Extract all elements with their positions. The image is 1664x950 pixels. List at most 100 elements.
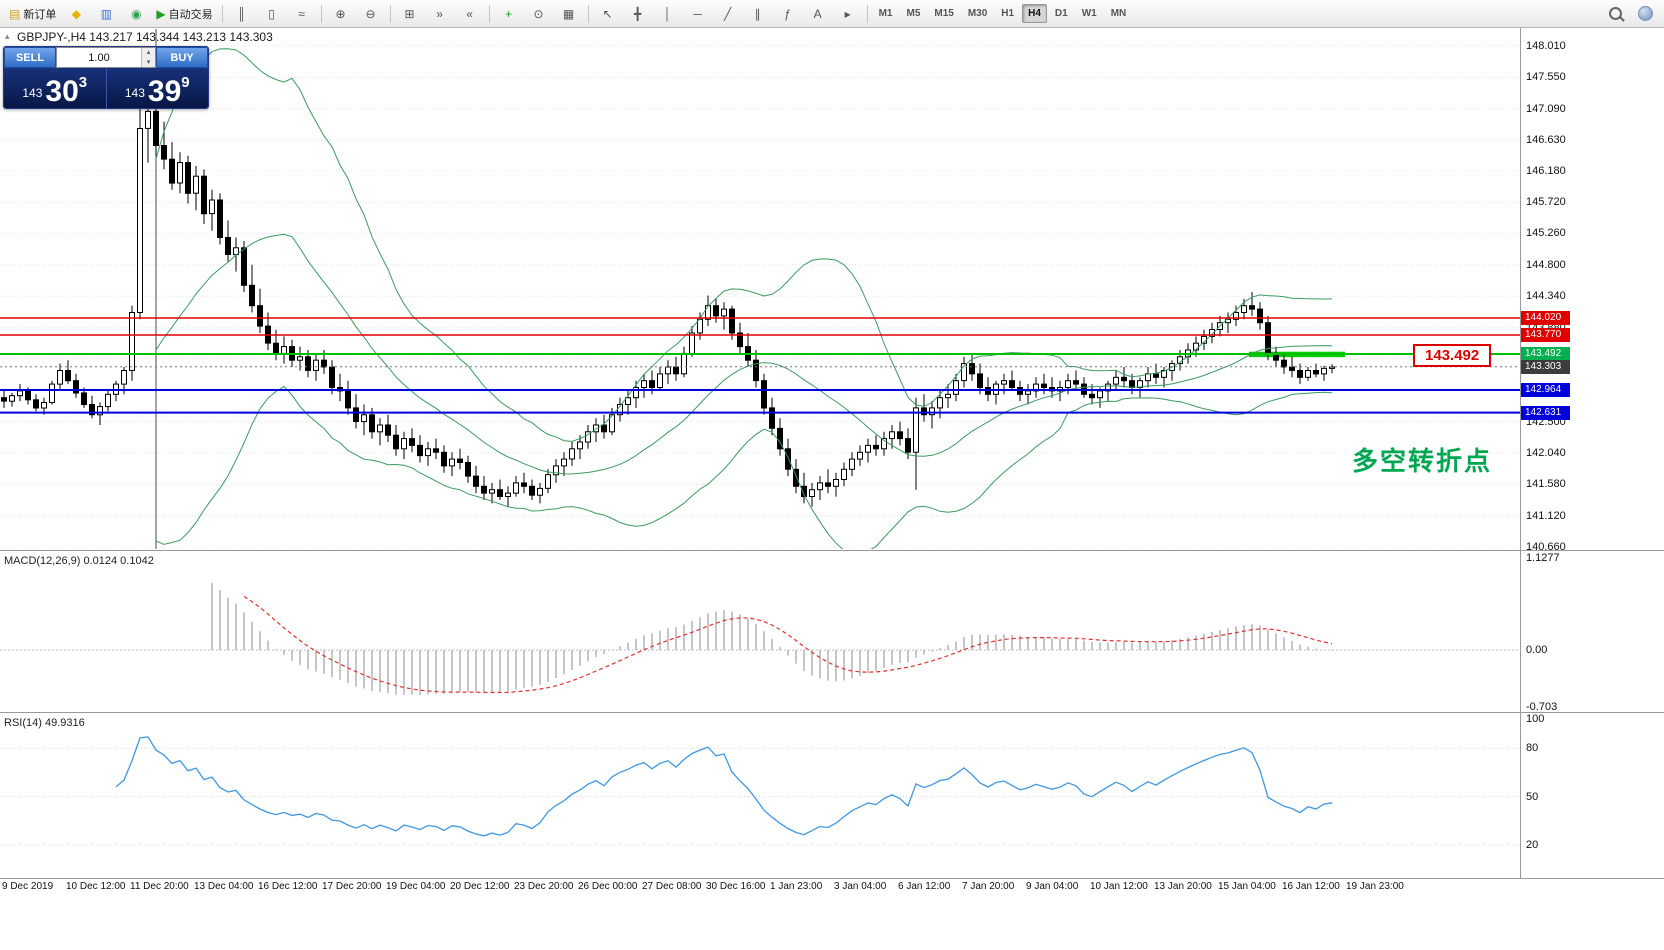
price-axis-label: 144.800 — [1526, 259, 1566, 271]
vertical-line-icon: │ — [663, 6, 672, 21]
macd-axis-label: -0.703 — [1526, 701, 1558, 713]
auto-scroll-icon: » — [436, 6, 443, 21]
cursor-button[interactable]: ↖ — [594, 2, 622, 26]
chart-shift-icon: « — [466, 6, 473, 21]
cursor-icon: ↖ — [602, 6, 613, 21]
macd-indicator-label: MACD(12,26,9) 0.0124 0.1042 — [4, 555, 154, 567]
timeframe-m1-button[interactable]: M1 — [878, 8, 893, 19]
new-order-label: 新订单 — [23, 8, 57, 21]
navigator-icon: ◉ — [131, 6, 142, 21]
line-chart-button[interactable]: ≈ — [288, 2, 316, 26]
community-button[interactable] — [1631, 2, 1659, 26]
sell-price[interactable]: 143 30 3 — [4, 68, 106, 108]
timeframe-h4-button[interactable]: H4 — [1022, 4, 1047, 23]
buy-price[interactable]: 143 39 9 — [107, 68, 209, 108]
candlestick-chart-icon: ▯ — [268, 6, 275, 21]
price-axis-label: 147.550 — [1526, 71, 1566, 83]
timeframe-w1-button[interactable]: W1 — [1081, 8, 1097, 19]
time-axis-label: 26 Dec 00:00 — [578, 881, 638, 892]
auto-scroll-button[interactable]: » — [426, 2, 454, 26]
volume-down-icon[interactable]: ▾ — [142, 57, 155, 67]
one-click-trading-panel: SELL 1.00 ▴ ▾ BUY 143 30 3 143 39 9 — [3, 46, 209, 109]
bar-chart-icon: ║ — [237, 6, 246, 21]
zoom-out-button[interactable]: ⊖ — [357, 2, 385, 26]
timeframe-m5-button[interactable]: M5 — [906, 8, 921, 19]
candlestick-chart-button[interactable]: ▯ — [258, 2, 286, 26]
horizontal-line-button[interactable]: ─ — [684, 2, 712, 26]
volume-input[interactable]: 1.00 — [88, 51, 110, 64]
templates-icon: ▦ — [562, 6, 575, 21]
time-axis-label: 7 Jan 20:00 — [962, 881, 1015, 892]
trendline-button[interactable]: ╱ — [714, 2, 742, 26]
timeframe-d1-button[interactable]: D1 — [1054, 8, 1068, 19]
text-label-button[interactable]: A — [804, 2, 832, 26]
symbol-ohlc-label: GBPJPY-,H4 143.217 143.344 143.213 143.3… — [17, 30, 273, 44]
equidistant-channel-button[interactable]: ∥ — [744, 2, 772, 26]
macd-axis-label: 0.00 — [1526, 644, 1548, 656]
crosshair-button[interactable]: ╋ — [624, 2, 652, 26]
timeframe-h1-button[interactable]: H1 — [1001, 8, 1015, 19]
tile-windows-button[interactable]: ⊞ — [396, 2, 424, 26]
zoom-in-icon: ⊕ — [335, 6, 346, 21]
price-axis-label: 147.090 — [1526, 103, 1566, 115]
new-order-button[interactable]: ▤ 新订单 — [5, 2, 60, 26]
navigator-button[interactable]: ◉ — [122, 2, 150, 26]
rsi-indicator-label: RSI(14) 49.9316 — [4, 717, 85, 729]
price-tag: 143.770 — [1521, 328, 1570, 342]
price-axis-label: 144.340 — [1526, 290, 1566, 302]
tile-windows-icon: ⊞ — [404, 6, 415, 21]
toolbar-separator — [587, 4, 589, 23]
vertical-line-button[interactable]: │ — [654, 2, 682, 26]
arrows-button[interactable]: ▸ — [834, 2, 862, 26]
time-axis-label: 30 Dec 16:00 — [706, 881, 766, 892]
autotrading-button[interactable]: ▶ 自动交易 — [152, 2, 216, 26]
periods-button[interactable]: ⊙ — [525, 2, 553, 26]
volume-spinner: ▴ ▾ — [141, 48, 155, 67]
timeframe-m30-button[interactable]: M30 — [967, 8, 988, 19]
search-icon — [1608, 7, 1622, 20]
volume-box: 1.00 ▴ ▾ — [56, 47, 156, 68]
templates-button[interactable]: ▦ — [555, 2, 583, 26]
time-axis-label: 23 Dec 20:00 — [514, 881, 574, 892]
rsi-axis-label: 80 — [1526, 742, 1539, 754]
arrows-icon: ▸ — [844, 6, 851, 21]
fibonacci-button[interactable]: ƒ — [774, 2, 802, 26]
price-axis-label: 146.180 — [1526, 165, 1566, 177]
market-watch-button[interactable]: ▥ — [92, 2, 120, 26]
price-tag: 142.631 — [1521, 406, 1570, 420]
timeframe-mn-button[interactable]: MN — [1110, 8, 1127, 19]
buy-price-big-figure: 143 — [124, 86, 145, 100]
turning-point-note: 多空转折点 — [1352, 446, 1493, 476]
price-axis-label: 145.260 — [1526, 227, 1566, 239]
community-icon — [1637, 6, 1653, 21]
buy-price-pips: 39 — [147, 74, 182, 108]
time-axis-label: 6 Jan 12:00 — [898, 881, 951, 892]
chart-shift-button[interactable]: « — [456, 2, 484, 26]
macd-axis-label: 1.1277 — [1526, 552, 1560, 564]
text-label-icon: A — [813, 6, 822, 21]
trade-panel-collapse-icon[interactable]: ▴ — [5, 31, 10, 41]
trade-panel-prices: 143 30 3 143 39 9 — [4, 68, 208, 108]
line-chart-icon: ≈ — [298, 6, 305, 21]
sell-button[interactable]: SELL — [4, 47, 56, 68]
new-order-icon: ▤ — [9, 6, 21, 21]
buy-button[interactable]: BUY — [156, 47, 208, 68]
crosshair-icon: ╋ — [633, 6, 642, 21]
bar-chart-button[interactable]: ║ — [228, 2, 256, 26]
time-axis-label: 17 Dec 20:00 — [322, 881, 382, 892]
time-axis-label: 3 Jan 04:00 — [834, 881, 887, 892]
time-axis-label: 27 Dec 08:00 — [642, 881, 702, 892]
charts-window-button[interactable]: ◆ — [62, 2, 90, 26]
price-axis-label: 146.630 — [1526, 134, 1566, 146]
search-button[interactable] — [1601, 2, 1629, 26]
zoom-in-button[interactable]: ⊕ — [327, 2, 355, 26]
indicators-button[interactable]: + — [495, 2, 523, 26]
price-tag: 144.020 — [1521, 311, 1570, 325]
fibonacci-icon: ƒ — [784, 6, 791, 21]
main-toolbar: ▤ 新订单 ◆ ▥ ◉ ▶ 自动交易 ║ ▯ ≈ ⊕ ⊖ ⊞ » « + ⊙ ▦ ↖ ╋ │ ─ ╱ ∥ ƒ A ▸ M1 M5 M15 M… — [0, 0, 1664, 28]
charts-window-icon: ◆ — [71, 6, 81, 21]
timeframe-m15-button[interactable]: M15 — [934, 8, 954, 19]
time-axis-label: 9 Dec 2019 — [2, 881, 54, 892]
price-tag: 143.492 — [1521, 347, 1570, 361]
volume-up-icon[interactable]: ▴ — [142, 48, 155, 58]
